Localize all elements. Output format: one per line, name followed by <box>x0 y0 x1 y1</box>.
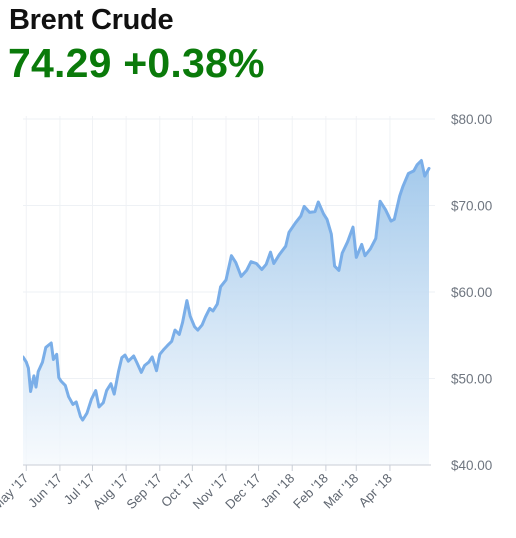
price-area-fill <box>23 160 429 465</box>
price-value: 74.29 <box>8 40 112 86</box>
price-quote: 74.29 +0.38% <box>8 40 265 87</box>
x-tick-label: Apr '18 <box>356 471 395 510</box>
x-axis-ticks <box>25 465 391 471</box>
y-axis-tick-labels: $40.00 $50.00 $60.00 $70.00 $80.00 <box>451 112 492 473</box>
y-tick-label: $80.00 <box>451 112 492 127</box>
x-tick-label: Sep '17 <box>123 471 164 512</box>
y-tick-label: $50.00 <box>451 372 492 387</box>
price-change: +0.38% <box>123 40 265 86</box>
x-tick-label: Aug '17 <box>90 471 131 512</box>
price-series-line <box>23 159 431 422</box>
y-tick-label: $60.00 <box>451 285 492 300</box>
y-tick-label: $40.00 <box>451 458 492 473</box>
y-tick-label: $70.00 <box>451 199 492 214</box>
x-tick-label: Nov '17 <box>190 471 231 512</box>
x-tick-label: Jun '17 <box>25 471 65 511</box>
x-tick-label: May '17 <box>0 471 31 514</box>
commodity-title: Brent Crude <box>9 4 174 36</box>
x-tick-label: Mar '18 <box>320 471 361 512</box>
x-tick-label: Jan '18 <box>257 471 297 511</box>
x-tick-label: Dec '17 <box>222 471 263 512</box>
